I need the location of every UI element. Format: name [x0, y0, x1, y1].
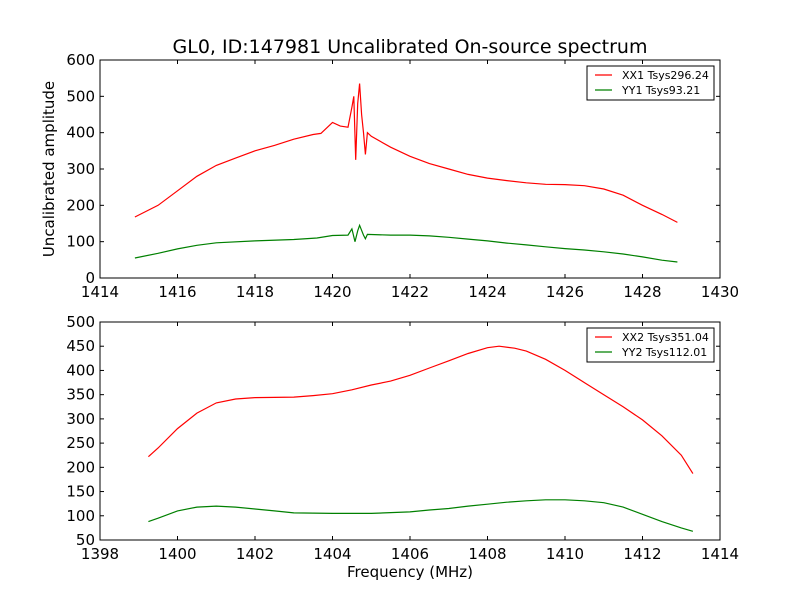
y-tick-label: 400 — [66, 361, 95, 379]
y-tick-label: 300 — [66, 160, 95, 178]
y-tick-label: 300 — [66, 410, 95, 428]
y-tick-label: 400 — [66, 124, 95, 142]
y-tick-label: 350 — [66, 386, 95, 404]
y-tick-label: 500 — [66, 313, 95, 331]
x-tick-label: 1406 — [391, 545, 429, 563]
legend-box — [586, 65, 715, 101]
x-tick-label: 1424 — [468, 283, 506, 301]
x-tick-label: 1420 — [313, 283, 351, 301]
y-tick-label: 500 — [66, 87, 95, 105]
x-tick-label: 1402 — [236, 545, 274, 563]
x-tick-label: 1418 — [236, 283, 274, 301]
x-axis-label: Frequency (MHz) — [347, 563, 473, 581]
legend: XX2 Tsys351.04 YY2 Tsys112.01 — [586, 327, 715, 363]
axes-1: 1414 1416 1418 1420 1422 1424 1426 1428 1430 0 100… — [66, 51, 739, 301]
series-line-yy1 — [134, 223, 678, 263]
legend-label: YY1 Tsys93.21 — [621, 84, 700, 97]
x-tick-label: 1398 — [81, 545, 119, 563]
legend-label: XX2 Tsys351.04 — [622, 331, 709, 344]
x-tick-label: 1412 — [623, 545, 661, 563]
x-tick-label: 1410 — [546, 545, 584, 563]
y-tick-label: 250 — [66, 434, 95, 452]
x-tick-label: 1404 — [313, 545, 351, 563]
legend: XX1 Tsys296.24 YY1 Tsys93.21 — [586, 65, 715, 101]
x-tick-label: 1422 — [391, 283, 429, 301]
y-tick-label: 200 — [66, 458, 95, 476]
series-line-yy2 — [148, 499, 694, 532]
x-tick-label: 1414 — [701, 545, 739, 563]
y-tick-label: 600 — [66, 51, 95, 69]
legend-label: XX1 Tsys296.24 — [622, 69, 709, 82]
legend-label: YY2 Tsys112.01 — [621, 346, 707, 359]
y-tick-label: 100 — [66, 233, 95, 251]
x-tick-label: 1428 — [623, 283, 661, 301]
y-axis-label: Uncalibrated amplitude — [40, 81, 58, 257]
y-tick-label: 450 — [66, 337, 95, 355]
series-line-xx2 — [147, 345, 694, 474]
series-line-xx1 — [134, 83, 678, 223]
y-tick-label: 100 — [66, 507, 95, 525]
x-tick-label: 1416 — [158, 283, 196, 301]
axes-2: 1398 1400 1402 1404 1406 1408 1410 1412 1414 50 10… — [66, 313, 739, 563]
y-tick-label: 150 — [66, 483, 95, 501]
x-tick-label: 1408 — [468, 545, 506, 563]
x-tick-label: 1400 — [158, 545, 196, 563]
x-tick-label: 1414 — [81, 283, 119, 301]
legend-box — [586, 327, 715, 363]
y-tick-label: 50 — [76, 531, 95, 549]
chart-title: GL0, ID:147981 Uncalibrated On-source sp… — [173, 36, 648, 58]
x-tick-label: 1426 — [546, 283, 584, 301]
x-tick-label: 1430 — [701, 283, 739, 301]
y-tick-label: 200 — [66, 196, 95, 214]
y-tick-label: 0 — [85, 269, 95, 287]
